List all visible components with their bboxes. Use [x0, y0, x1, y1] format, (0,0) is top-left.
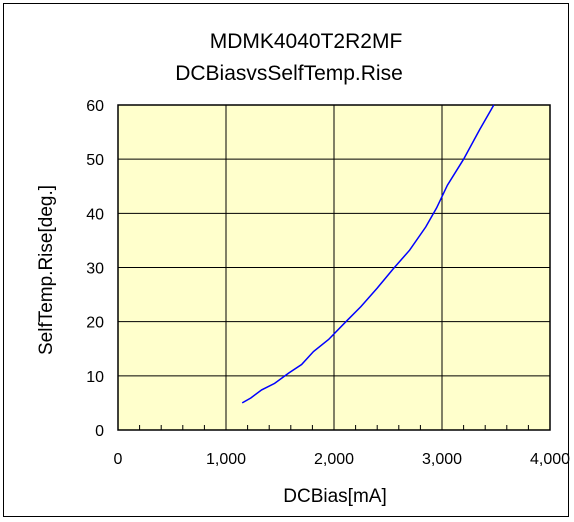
y-axis-ticks: 0 10 20 30 40 50 60: [86, 98, 104, 440]
x-tick-label: 4,000: [530, 451, 570, 468]
grid: [118, 105, 550, 430]
x-tick-label: 3,000: [422, 451, 462, 468]
x-minor-ticks: [139, 425, 529, 430]
y-tick-label: 50: [86, 152, 104, 169]
x-tick-label: 0: [114, 451, 123, 468]
chart-title: MDMK4040T2R2MF: [210, 30, 403, 53]
x-tick-label: 2,000: [314, 451, 354, 468]
y-tick-label: 60: [86, 98, 104, 115]
x-tick-label: 1,000: [206, 451, 246, 468]
series-layer: [241, 104, 495, 404]
series-line: [241, 104, 495, 404]
y-tick-label: 20: [86, 315, 104, 332]
y-tick-label: 0: [95, 423, 104, 440]
x-axis-label: DCBias[mA]: [283, 486, 386, 507]
y-tick-label: 40: [86, 206, 104, 223]
x-axis-ticks: 0 1,000 2,000 3,000 4,000: [114, 451, 571, 468]
y-axis-label: SelfTemp.Rise[deg.]: [36, 185, 57, 355]
y-tick-label: 10: [86, 369, 104, 386]
chart-subtitle: DCBiasvsSelfTemp.Rise: [175, 62, 403, 85]
y-tick-label: 30: [86, 261, 104, 278]
